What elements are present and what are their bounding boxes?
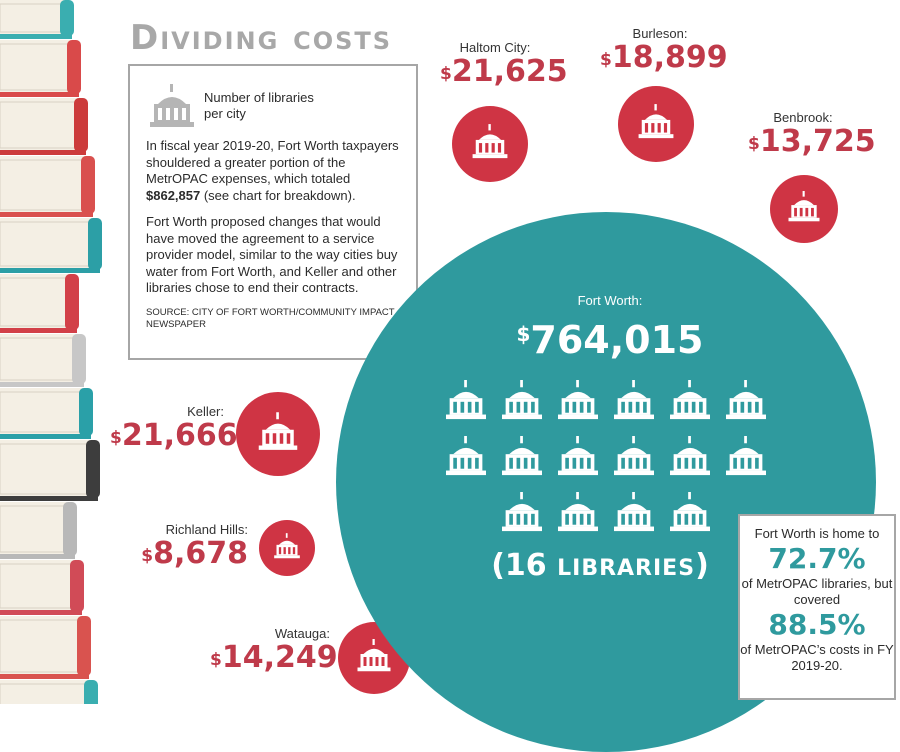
book xyxy=(0,560,84,615)
book xyxy=(0,502,77,559)
book xyxy=(0,274,79,333)
city-label-watauga: Watauga: $14,249 xyxy=(210,626,338,675)
stat-percent-libraries: 72.7% xyxy=(768,542,866,575)
book xyxy=(0,98,88,155)
info-box: Number of libraries per city In fiscal y… xyxy=(128,64,418,360)
page-title: Dividing costs xyxy=(130,18,393,58)
stat-line-2: of MetrOPAC libraries, but covered xyxy=(741,576,893,607)
city-name: Richland Hills: xyxy=(165,522,248,537)
book xyxy=(0,218,102,273)
library-icon xyxy=(723,436,769,476)
library-icon xyxy=(637,104,675,144)
fort-worth-name: Fort Worth: xyxy=(577,293,643,308)
library-icon xyxy=(555,492,601,532)
library-icon xyxy=(471,124,509,164)
stat-box: Fort Worth is home to 72.7% of MetrOPAC … xyxy=(738,514,896,700)
city-name: Haltom City: xyxy=(459,40,531,55)
bubble-keller xyxy=(236,392,320,476)
book xyxy=(0,440,100,501)
library-icon xyxy=(555,436,601,476)
book xyxy=(0,616,91,679)
library-icon xyxy=(443,380,489,420)
book xyxy=(0,680,98,704)
fort-worth-amount: $764,015 xyxy=(516,318,704,362)
library-icon xyxy=(555,380,601,420)
library-icon xyxy=(499,492,545,532)
library-icon xyxy=(443,436,489,476)
library-icon xyxy=(667,492,713,532)
library-icon xyxy=(499,380,545,420)
source-note: SOURCE: CITY OF FORT WORTH/COMMUNITY IMP… xyxy=(146,306,395,330)
stat-percent-costs: 88.5% xyxy=(768,608,866,641)
intro-paragraph-1: In fiscal year 2019-20, Fort Worth taxpa… xyxy=(146,138,399,203)
library-icon xyxy=(499,436,545,476)
book-stack-illustration xyxy=(0,0,102,704)
library-icon xyxy=(611,492,657,532)
city-label-benbrook: Benbrook: $13,725 xyxy=(748,110,876,159)
city-label-burleson: Burleson: $18,899 xyxy=(600,26,728,75)
city-name: Burleson: xyxy=(632,26,688,41)
city-amount: $21,625 xyxy=(440,54,568,89)
city-name: Keller: xyxy=(187,404,224,419)
legend: Number of libraries per city xyxy=(148,84,400,128)
city-amount: $14,249 xyxy=(210,640,338,675)
library-icon xyxy=(667,380,713,420)
city-amount: $18,899 xyxy=(600,40,728,75)
city-name: Benbrook: xyxy=(773,110,833,125)
intro-paragraph-2: Fort Worth proposed changes that would h… xyxy=(146,214,398,295)
legend-label: Number of libraries per city xyxy=(204,90,314,121)
library-icon xyxy=(257,412,299,456)
book xyxy=(0,156,95,217)
library-icon xyxy=(611,436,657,476)
library-icon xyxy=(150,84,194,127)
library-icon xyxy=(723,380,769,420)
bubble-haltom xyxy=(452,106,528,182)
stat-line-3: of MetrOPAC’s costs in FY 2019-20. xyxy=(740,642,894,673)
book xyxy=(0,40,81,97)
library-icon xyxy=(667,436,713,476)
fort-worth-library-count: (16 LIBRARIES) xyxy=(491,548,709,583)
city-amount: $8,678 xyxy=(141,536,248,571)
book xyxy=(0,334,86,387)
city-name: Watauga: xyxy=(274,626,330,641)
bubble-burleson xyxy=(618,86,694,162)
city-label-richland-hills: Richland Hills: $8,678 xyxy=(140,522,248,571)
library-icon xyxy=(356,639,392,677)
total-amount: $862,857 xyxy=(146,187,201,203)
city-label-haltom: Haltom City: $21,625 xyxy=(440,40,568,89)
city-amount: $13,725 xyxy=(748,124,876,159)
library-icon xyxy=(273,532,301,564)
stat-line-1: Fort Worth is home to xyxy=(754,526,880,541)
book xyxy=(0,388,93,439)
bubble-benbrook xyxy=(770,175,838,243)
city-label-keller: Keller: $21,666 xyxy=(110,404,238,453)
city-amount: $21,666 xyxy=(110,418,238,453)
bubble-richland-hills xyxy=(259,520,315,576)
library-icon xyxy=(611,380,657,420)
library-icon xyxy=(787,191,821,227)
book xyxy=(0,0,74,39)
